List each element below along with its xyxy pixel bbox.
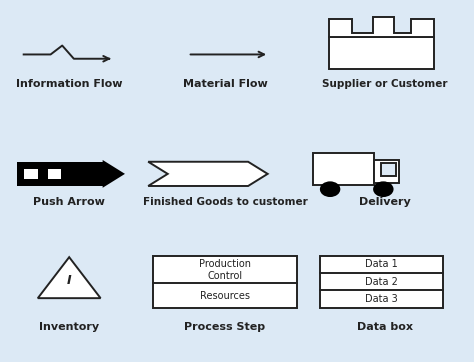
- Text: Data 2: Data 2: [365, 277, 398, 287]
- Bar: [313, 153, 374, 185]
- Polygon shape: [148, 162, 268, 186]
- Text: Information Flow: Information Flow: [16, 79, 122, 89]
- Circle shape: [373, 181, 393, 197]
- Polygon shape: [329, 17, 434, 37]
- Bar: [17, 162, 103, 186]
- Bar: [381, 163, 396, 176]
- Circle shape: [320, 181, 340, 197]
- Text: Data box: Data box: [357, 322, 413, 332]
- Text: I: I: [67, 274, 72, 287]
- Bar: [374, 160, 399, 184]
- Text: Production
Control: Production Control: [199, 258, 251, 281]
- Text: Supplier or Customer: Supplier or Customer: [322, 79, 448, 89]
- Bar: [320, 256, 443, 308]
- Text: Data 1: Data 1: [365, 260, 398, 269]
- Polygon shape: [103, 160, 125, 188]
- Text: Resources: Resources: [200, 291, 250, 301]
- Text: Push Arrow: Push Arrow: [33, 197, 105, 207]
- Bar: [329, 37, 434, 69]
- Text: Process Step: Process Step: [184, 322, 265, 332]
- Text: Delivery: Delivery: [359, 197, 411, 207]
- Bar: [47, 169, 61, 179]
- Polygon shape: [38, 257, 100, 298]
- Text: Finished Goods to customer: Finished Goods to customer: [143, 197, 307, 207]
- Text: Data 3: Data 3: [365, 294, 398, 304]
- Text: Material Flow: Material Flow: [182, 79, 267, 89]
- Bar: [24, 169, 38, 179]
- Text: Inventory: Inventory: [39, 322, 99, 332]
- Bar: [153, 256, 297, 308]
